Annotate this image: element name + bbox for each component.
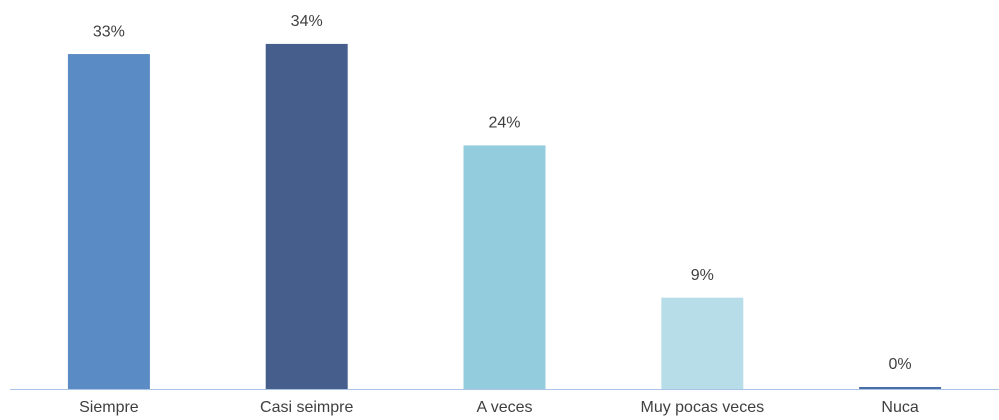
bar — [67, 54, 150, 390]
x-tick-label: Siempre — [79, 399, 139, 416]
bar — [265, 43, 348, 390]
value-label: 0% — [889, 356, 912, 373]
bar — [463, 145, 546, 389]
value-label: 34% — [291, 13, 323, 30]
x-tick-label: A veces — [476, 399, 532, 416]
x-tick-label: Muy pocas veces — [640, 399, 764, 416]
x-tick-label: Nuca — [881, 399, 918, 416]
bar — [661, 297, 744, 389]
value-label: 9% — [691, 267, 714, 284]
value-label: 33% — [93, 23, 125, 40]
x-tick-label: Casi seimpre — [260, 399, 353, 416]
bar — [859, 387, 942, 389]
value-label: 24% — [488, 115, 520, 132]
